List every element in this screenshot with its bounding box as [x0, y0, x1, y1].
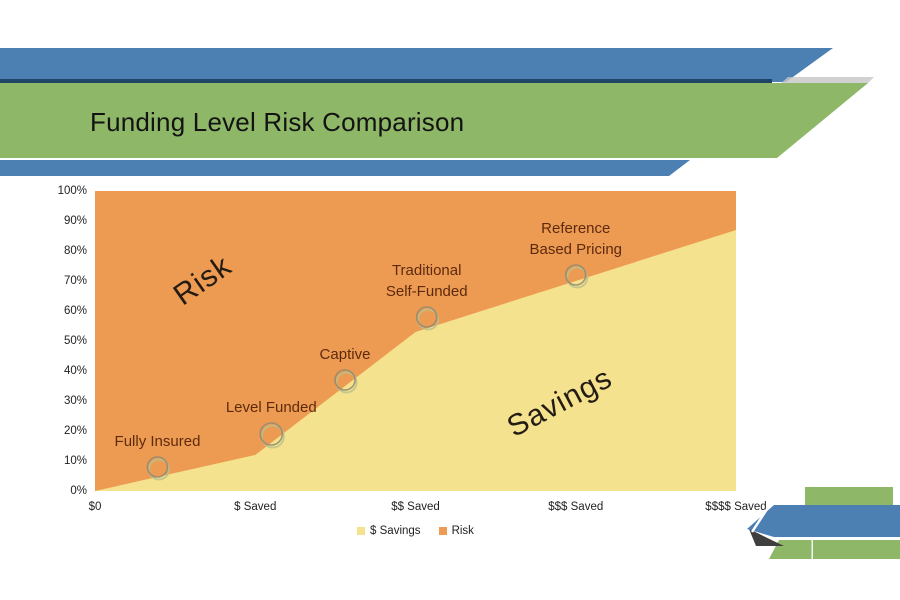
point-marker: [415, 306, 438, 328]
y-axis-tick: 30%: [63, 395, 87, 407]
x-axis-tick: $$$$ Saved: [705, 501, 767, 513]
header-green-banner: [0, 83, 777, 158]
y-axis-tick: 20%: [63, 425, 87, 437]
chart-legend: $ Savings Risk: [95, 525, 736, 537]
point-label: Captive: [319, 346, 371, 363]
footer-green-seam: [811, 540, 813, 559]
legend-item: Risk: [438, 525, 474, 537]
y-axis-tick: 60%: [63, 305, 87, 317]
footer-arrow-decoration: [747, 487, 900, 559]
header-banner-decoration: [0, 48, 874, 176]
footer-green-bottom: [769, 540, 900, 559]
footer-dark-fold: [749, 529, 784, 546]
point-marker: [259, 422, 284, 446]
point-label: Level Funded: [225, 399, 317, 416]
chart-plot-area: [95, 191, 736, 491]
legend-swatch: [438, 527, 447, 535]
point-marker: [564, 264, 587, 286]
header-green-arrow: [777, 83, 868, 158]
marker-shadow: [566, 266, 589, 289]
header-blue-strip: [0, 160, 690, 176]
point-marker: [334, 369, 356, 391]
x-axis-tick: $ Saved: [234, 501, 277, 513]
marker-shadow: [335, 371, 358, 394]
marker-shadow: [417, 308, 440, 331]
footer-green-top: [805, 487, 893, 508]
legend-item: $ Savings: [357, 525, 421, 537]
x-axis-tick: $$$ Saved: [548, 501, 604, 513]
header-shadow-wedge: [780, 77, 874, 84]
area-chart-svg: [95, 191, 736, 491]
point-label: Reference Based Pricing: [529, 220, 623, 258]
savings-area: [95, 230, 736, 491]
slide-title: Funding Level Risk Comparison: [90, 107, 465, 137]
point-marker: [146, 456, 169, 478]
y-axis-tick: 90%: [63, 215, 87, 227]
y-axis-tick: 100%: [57, 185, 87, 197]
x-axis-tick: $$ Saved: [391, 501, 440, 513]
y-axis-tick: 80%: [63, 245, 87, 257]
y-axis-tick: 10%: [63, 455, 87, 467]
y-axis-tick: 50%: [63, 335, 87, 347]
header-blue-ribbon: [0, 48, 833, 82]
legend-swatch: [357, 527, 366, 535]
y-axis-tick: 0%: [70, 485, 87, 497]
y-axis-tick: 40%: [63, 365, 87, 377]
header-navy-line: [0, 79, 772, 83]
footer-blue-arrow: [747, 505, 900, 537]
footer-white-seam: [750, 502, 773, 533]
legend-label: $ Savings: [370, 525, 421, 537]
legend-label: Risk: [451, 525, 474, 537]
point-label: Traditional Self-Funded: [385, 262, 468, 300]
y-axis-tick: 70%: [63, 275, 87, 287]
marker-shadow: [147, 458, 170, 481]
marker-shadow: [260, 424, 285, 449]
point-label: Fully Insured: [114, 433, 201, 450]
x-axis-tick: $0: [88, 501, 102, 513]
